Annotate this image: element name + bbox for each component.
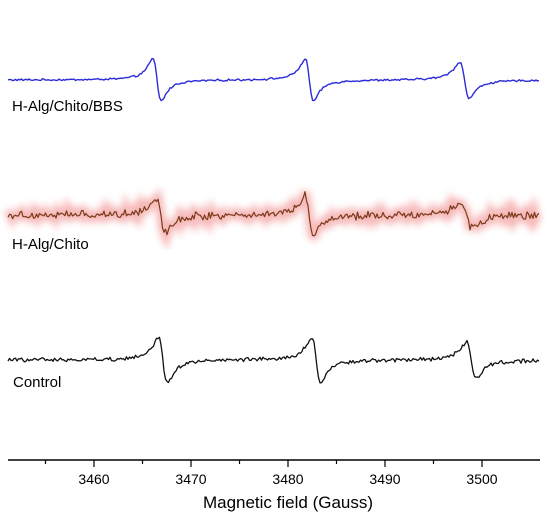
plot-area <box>3 57 542 384</box>
x-axis-ticks <box>44 460 483 467</box>
series-line-h-alg-chito-bbs <box>7 57 540 102</box>
x-axis-title: Magnetic field (Gauss) <box>203 493 373 512</box>
series-label-control: Control <box>13 374 61 391</box>
series-line-h-alg-chito <box>7 191 540 237</box>
x-tick-label-3480: 3480 <box>272 471 303 487</box>
x-tick-label-3460: 3460 <box>78 471 109 487</box>
x-tick-label-3470: 3470 <box>175 471 206 487</box>
series-label-h-alg-chito-bbs: H-Alg/Chito/BBS <box>12 98 123 115</box>
series-label-h-alg-chito: H-Alg/Chito <box>12 236 89 253</box>
series-line-control <box>7 336 540 384</box>
x-tick-label-3500: 3500 <box>466 471 497 487</box>
x-tick-label-3490: 3490 <box>369 471 400 487</box>
x-axis: 3460 3470 3480 3490 3500 Magnetic field … <box>8 459 540 512</box>
